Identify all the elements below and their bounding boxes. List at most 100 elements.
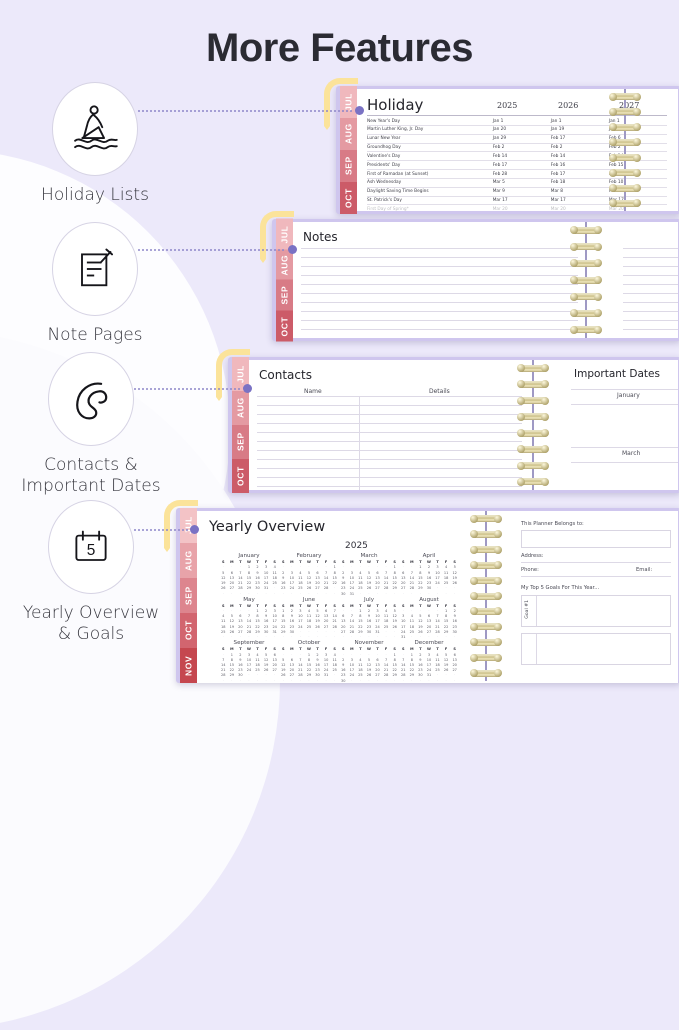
tab-nov[interactable]: NOV [180, 648, 197, 683]
holiday-col-2027: 2027 [619, 101, 640, 110]
mini-calendar-day: · [248, 673, 250, 678]
mini-calendar-day: 3 [290, 570, 293, 575]
mini-calendar-day: 16 [366, 619, 372, 624]
mini-calendar-day: 6 [402, 570, 405, 575]
holiday-table: New Year's Day Jan 1 Jan 1 Jan 1 Martin Luth… [367, 117, 667, 211]
mini-calendar-dow: S [222, 603, 225, 608]
mini-calendar-day: 28 [221, 673, 226, 678]
mini-calendar-day: 12 [443, 657, 449, 662]
mini-calendar-day: · [394, 591, 396, 596]
ruled-line [301, 311, 578, 312]
mini-calendar-dow: T [359, 560, 362, 565]
mini-calendar-dow: M [410, 603, 414, 608]
ruled-line [301, 248, 578, 249]
holiday-planner-page[interactable]: JUL AUG SEP OCT Holiday 2025 2026 2027 N… [324, 78, 679, 214]
tab-oct[interactable]: OCT [340, 182, 357, 214]
mini-calendar-day: · [428, 609, 430, 613]
mini-calendar-day: · [316, 678, 319, 683]
mini-calendar-dow: M [230, 603, 234, 608]
ruled-line [301, 320, 578, 321]
mini-calendar-day: · [334, 629, 336, 634]
mini-calendar-day: 15 [358, 619, 363, 624]
mini-calendar-day: 20 [238, 624, 243, 629]
mini-calendar-day: 26 [315, 624, 320, 629]
mini-calendar-day: 2 [419, 652, 422, 657]
mini-calendar-dow: T [256, 603, 259, 608]
tab-oct[interactable]: OCT [232, 459, 249, 493]
tab-aug[interactable]: AUG [340, 118, 357, 150]
mini-calendar-day: 2 [316, 652, 319, 657]
mini-calendar-dow: S [453, 560, 456, 565]
mini-calendar-day: 15 [306, 662, 312, 667]
mini-calendar-day: 6 [376, 570, 379, 575]
mini-calendar-day: 13 [341, 619, 346, 624]
mini-calendar-dow: S [453, 603, 456, 608]
mini-calendar-dow: W [367, 560, 371, 565]
ruled-line [301, 275, 578, 276]
mini-calendar-day: · [436, 678, 439, 683]
mini-calendar-day: 28 [323, 586, 329, 591]
goal-1-box[interactable]: Goal #1 [521, 595, 671, 627]
mini-calendar-day: · [325, 629, 327, 634]
notes-planner-page[interactable]: JUL AUG SEP OCT Notes [260, 211, 679, 341]
mini-calendar-day: 11 [443, 570, 449, 575]
mini-calendar-day: 11 [383, 614, 389, 619]
tab-sep[interactable]: SEP [232, 425, 249, 459]
table-row: Ash Wednesday Mar 5 Feb 18 Feb 10 [367, 178, 667, 188]
mini-calendar-day: · [248, 591, 250, 596]
mini-calendar-day: 5 [367, 570, 371, 575]
mini-calendar-dow: F [264, 647, 268, 652]
mini-calendar-day: 10 [435, 570, 440, 575]
mini-calendar-month: January [238, 553, 260, 559]
holiday-2027: Feb 2 [608, 143, 667, 153]
mini-calendar-day: 24 [272, 624, 277, 629]
mini-calendar-dow: M [410, 647, 414, 652]
mini-calendar-dow: W [247, 603, 251, 608]
calendar-5-icon: 5 [75, 530, 107, 561]
mini-calendar-dow: S [393, 603, 396, 608]
mini-calendar-day: 12 [366, 662, 372, 667]
tab-sep[interactable]: SEP [340, 150, 357, 182]
yearly-ribbon-bookmark [164, 500, 198, 544]
mini-calendar-dow: T [316, 603, 319, 608]
holiday-2026: Feb 2 [550, 143, 609, 153]
spiral-ring [470, 545, 502, 554]
mini-calendar-day: 14 [221, 662, 226, 667]
tab-aug[interactable]: AUG [232, 391, 249, 425]
mini-calendar-day: 13 [426, 619, 432, 624]
mini-calendar: February S M T W T F S · · · · · · 1 2 3 4 5 6 7 8 9 10 11 12 13 14… [279, 553, 339, 597]
table-row: Groundhog Day Feb 2 Feb 2 Feb 2 [367, 143, 667, 153]
mini-calendar-month: September [233, 640, 265, 647]
mini-calendar-day: 22 [392, 668, 397, 673]
mini-calendar-day: 21 [323, 581, 329, 586]
tab-oct[interactable]: OCT [276, 310, 293, 341]
mini-calendar-day: 19 [452, 575, 457, 580]
contacts-planner-page[interactable]: JUL AUG SEP OCT Contacts Name Details Im… [216, 349, 679, 493]
contacts-col-details: Details [429, 388, 450, 395]
holiday-2026: Jan 1 [550, 117, 609, 126]
mini-calendar-day: 17 [349, 581, 355, 586]
spiral-ring [517, 396, 549, 405]
mini-calendar-day: 18 [383, 619, 389, 624]
spiral-ring [517, 412, 549, 421]
mini-calendar-day: · [308, 629, 310, 634]
mini-calendar-day: 21 [435, 624, 440, 629]
mini-calendar-day: 20 [375, 668, 380, 673]
mini-calendar-day: 21 [246, 624, 252, 629]
mini-calendar-day: 16 [281, 581, 286, 586]
mini-calendar-day: · [231, 635, 233, 640]
goal-2-box[interactable] [521, 633, 671, 665]
connector-dot-holiday [355, 106, 364, 115]
mini-calendar-dow: T [419, 647, 422, 652]
yearly-planner-page[interactable]: JUL AUG SEP OCT NOV Yearly Overview 2025… [164, 500, 679, 683]
mini-calendar-month: July [363, 596, 375, 603]
ruled-line [623, 284, 678, 285]
tab-sep[interactable]: SEP [276, 280, 293, 311]
mini-calendar-dow: S [282, 603, 285, 608]
mini-calendar-day: 17 [435, 575, 440, 580]
mini-calendar-day: 2 [342, 657, 345, 662]
owner-name-field[interactable] [521, 530, 671, 548]
mini-calendar-month: October [297, 640, 321, 647]
mini-calendar-day: 8 [393, 657, 396, 662]
mini-calendar-day: 9 [367, 614, 371, 619]
